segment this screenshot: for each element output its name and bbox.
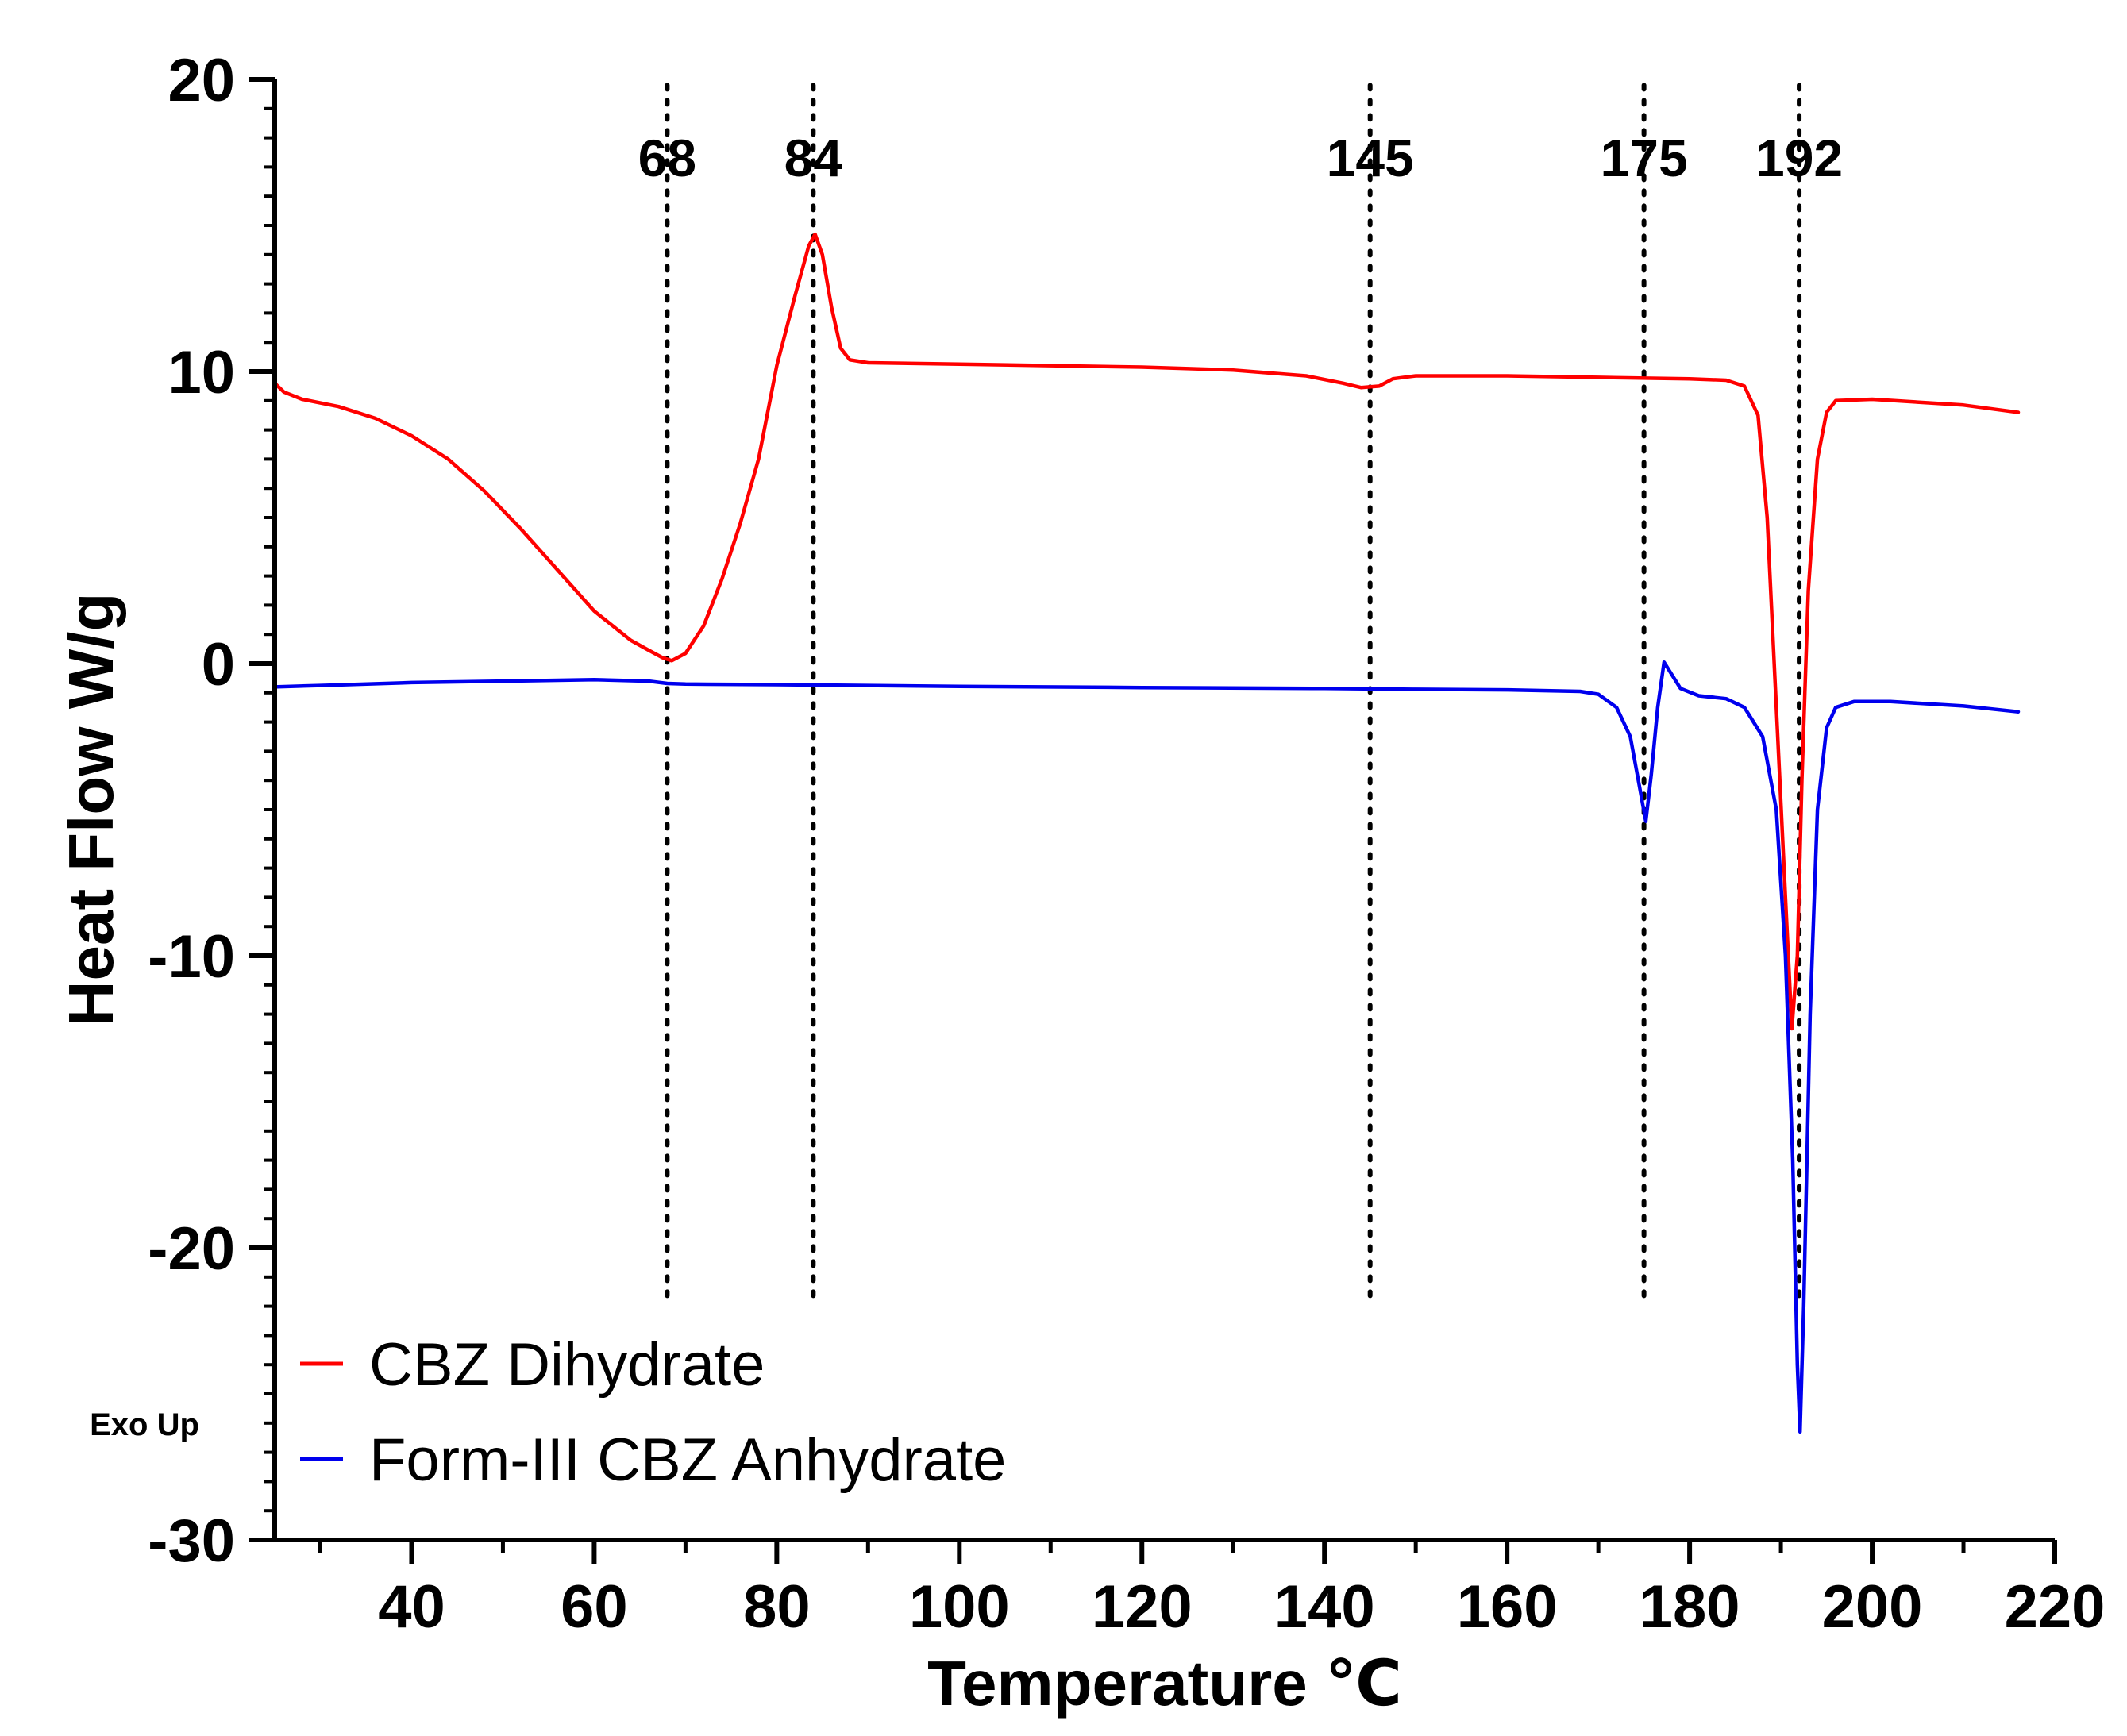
x-tick-label: 100 [909, 1573, 1010, 1641]
x-axis-title: Temperature ℃ [927, 1648, 1402, 1719]
x-tick-label: 80 [743, 1573, 811, 1641]
x-axis-ticks: 40 60 80 100 120 140 160 180 200 220 [318, 1540, 2106, 1641]
x-tick-label: 140 [1274, 1573, 1375, 1641]
y-tick-label: -10 [148, 923, 235, 991]
reference-label: 68 [638, 129, 696, 187]
reference-label: 84 [784, 129, 843, 187]
y-tick-label: 10 [168, 339, 235, 406]
y-axis-ticks: 20 10 0 -10 -20 -30 [148, 47, 275, 1575]
legend-label: Form-III CBZ Anhydrate [369, 1426, 1006, 1494]
legend: CBZ Dihydrate Form-III CBZ Anhydrate [300, 1331, 1006, 1494]
y-axis-title: Heat Flow W/g [56, 593, 126, 1027]
x-tick-label: 220 [2005, 1573, 2106, 1641]
x-tick-label: 40 [378, 1573, 445, 1641]
reference-labels: 68 84 145 175 192 [638, 129, 1843, 187]
y-tick-label: 0 [202, 631, 235, 699]
x-tick-label: 60 [561, 1573, 628, 1641]
series-line [272, 232, 2021, 1031]
x-tick-label: 120 [1092, 1573, 1193, 1641]
reference-label: 175 [1601, 129, 1688, 187]
x-tick-label: 160 [1457, 1573, 1558, 1641]
series-lines [272, 232, 2021, 1434]
reference-label: 145 [1327, 129, 1414, 187]
y-tick-label: -20 [148, 1215, 235, 1283]
reference-label: 192 [1755, 129, 1843, 187]
y-tick-label: -30 [148, 1507, 235, 1575]
legend-label: CBZ Dihydrate [369, 1331, 765, 1399]
x-tick-label: 180 [1640, 1573, 1740, 1641]
x-tick-label: 200 [1822, 1573, 1923, 1641]
axes: 40 60 80 100 120 140 160 180 200 220 20100-10-20-… [148, 47, 2105, 1641]
series-line [272, 660, 2021, 1434]
exo-up-annotation: Exo Up [90, 1407, 199, 1442]
y-tick-label: 20 [168, 47, 235, 114]
